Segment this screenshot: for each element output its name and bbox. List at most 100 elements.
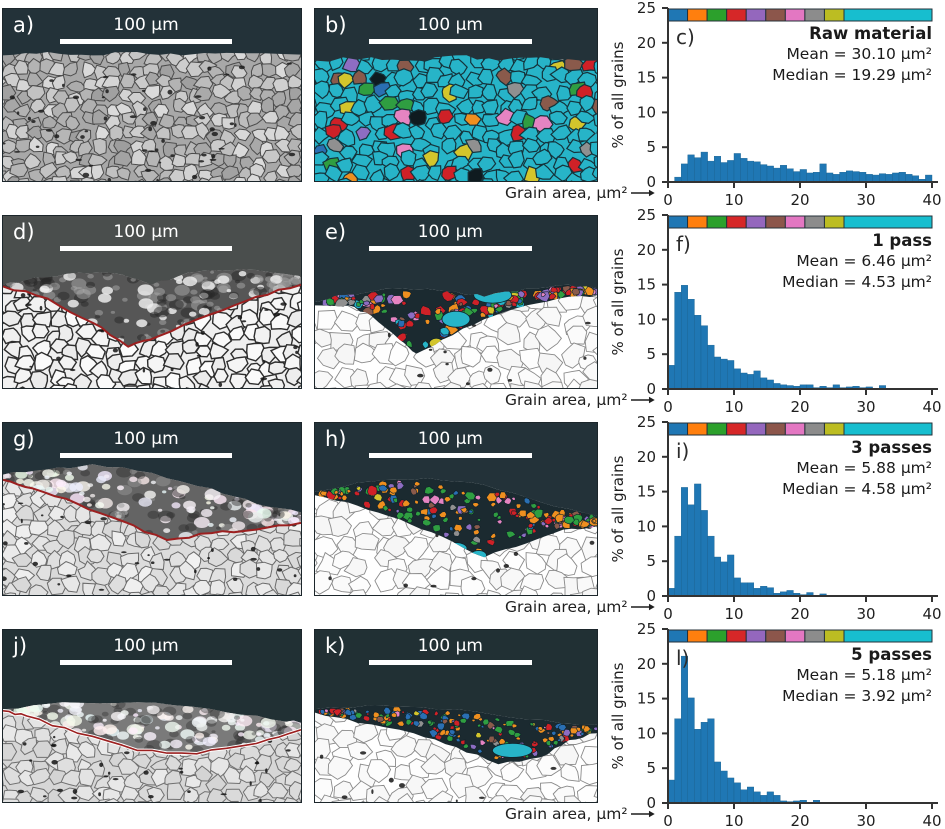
svg-text:10: 10 [724,191,743,209]
right-arrow-icon [630,396,655,404]
svg-text:40: 40 [922,398,941,416]
scale-bar-line-h [368,453,533,458]
svg-text:20: 20 [637,34,656,52]
y-axis-label-text: % of all grains [609,662,627,770]
svg-text:40: 40 [922,605,941,623]
y-axis-label-c: % of all grains [609,42,627,149]
scale-bar-line-e [368,246,533,251]
svg-text:0: 0 [646,587,656,605]
micrograph-image-j [3,630,301,802]
scale-bar-h: 100 μm [368,429,533,458]
x-axis-label-text: Grain area, μm² [505,598,628,616]
svg-text:10: 10 [724,398,743,416]
svg-text:10: 10 [637,517,656,535]
histogram-chart-i: 0 5 10 15 20 25 0 10 20 30 40 [637,413,942,623]
svg-text:0: 0 [663,191,673,209]
svg-text:0: 0 [663,812,673,829]
histogram-title-f: 1 pass [872,231,932,250]
scale-label-k: 100 μm [417,636,483,656]
svg-text:5: 5 [646,552,656,570]
scale-bar-a: 100 μm [59,15,233,44]
svg-text:15: 15 [637,276,656,294]
histogram-title-l: 5 passes [851,645,932,664]
y-axis-label-text: % of all grains [609,455,627,563]
panel-letter-k: k) [325,634,346,658]
panel-letter-h: h) [325,427,347,451]
histogram-panel-i: 0 5 10 15 20 25 0 10 20 30 40 i) 3 passes Mean = 5… [505,413,945,623]
micrograph-image-g [3,423,301,595]
micrograph-image-a [3,9,301,181]
svg-text:40: 40 [922,191,941,209]
histogram-panel-f: 0 5 10 15 20 25 0 10 20 30 40 f) 1 pass Mean = 6.4… [505,206,945,416]
scale-bar-d: 100 μm [59,222,233,251]
svg-text:0: 0 [646,380,656,398]
svg-text:5: 5 [646,759,656,777]
scale-bar-g: 100 μm [59,429,233,458]
svg-text:20: 20 [637,241,656,259]
micrograph-panel-k: 100 μm k) [314,629,598,803]
panel-letter-c: c) [676,25,695,49]
median-value-c: Median = 19.29 μm² [772,66,932,84]
histogram-chart-f: 0 5 10 15 20 25 0 10 20 30 40 [637,206,942,416]
median-value-f: Median = 4.53 μm² [782,273,932,291]
x-axis-label-c: Grain area, μm² [505,184,655,202]
svg-text:0: 0 [663,398,673,416]
svg-text:20: 20 [790,812,809,829]
scale-label-a: 100 μm [113,15,179,35]
median-value-i: Median = 4.58 μm² [782,480,932,498]
y-axis-label-f: % of all grains [609,249,627,356]
right-arrow-icon [630,810,655,818]
scale-label-h: 100 μm [417,429,483,449]
panel-letter-g: g) [13,427,35,451]
svg-text:10: 10 [724,605,743,623]
scale-bar-line-g [59,453,233,458]
histogram-panel-c: 0 5 10 15 20 25 0 10 20 30 40 c) Raw material Mean… [505,0,945,209]
svg-text:30: 30 [856,191,875,209]
micrograph-panel-g: 100 μm g) [2,422,302,596]
histogram-panel-l: 0 5 10 15 20 25 0 10 20 30 40 l) 5 passes Mean = 5… [505,620,945,829]
x-axis-label-text: Grain area, μm² [505,805,628,823]
svg-text:5: 5 [646,138,656,156]
scale-bar-j: 100 μm [59,636,233,665]
histogram-chart-l: 0 5 10 15 20 25 0 10 20 30 40 [637,620,942,829]
x-axis-label-l: Grain area, μm² [505,805,655,823]
micrograph-image-h [315,423,597,595]
svg-text:10: 10 [637,724,656,742]
svg-text:10: 10 [724,812,743,829]
micrograph-panel-d: 100 μm d) [2,215,302,389]
scale-label-g: 100 μm [113,429,179,449]
x-axis-label-f: Grain area, μm² [505,391,655,409]
mean-value-f: Mean = 6.46 μm² [796,252,932,270]
mean-value-c: Mean = 30.10 μm² [786,45,932,63]
svg-text:20: 20 [637,448,656,466]
svg-text:25: 25 [637,620,656,638]
histogram-stats-i: 3 passes Mean = 5.88 μm² Median = 4.58 μ… [782,437,932,500]
scale-bar-e: 100 μm [368,222,533,251]
micrograph-image-b [315,9,597,181]
micrograph-panel-h: 100 μm h) [314,422,598,596]
scale-bar-line-b [368,39,533,44]
svg-text:30: 30 [856,605,875,623]
x-axis-label-text: Grain area, μm² [505,184,628,202]
median-value-l: Median = 3.92 μm² [782,687,932,705]
panel-letter-e: e) [325,220,347,244]
micrograph-image-e [315,216,597,388]
panel-letter-f: f) [676,232,691,256]
svg-text:20: 20 [790,605,809,623]
panel-letter-j: j) [13,634,28,658]
histogram-stats-f: 1 pass Mean = 6.46 μm² Median = 4.53 μm² [782,230,932,293]
histogram-stats-c: Raw material Mean = 30.10 μm² Median = 1… [772,23,932,86]
histogram-stats-l: 5 passes Mean = 5.18 μm² Median = 3.92 μ… [782,644,932,707]
x-axis-label-text: Grain area, μm² [505,391,628,409]
histogram-title-c: Raw material [809,24,932,43]
right-arrow-icon [630,189,655,197]
y-axis-label-text: % of all grains [609,248,627,356]
mean-value-l: Mean = 5.18 μm² [796,666,932,684]
y-axis-label-i: % of all grains [609,456,627,563]
mean-value-i: Mean = 5.88 μm² [796,459,932,477]
svg-text:0: 0 [663,605,673,623]
svg-text:20: 20 [790,398,809,416]
panel-letter-i: i) [676,439,690,463]
svg-text:20: 20 [637,655,656,673]
